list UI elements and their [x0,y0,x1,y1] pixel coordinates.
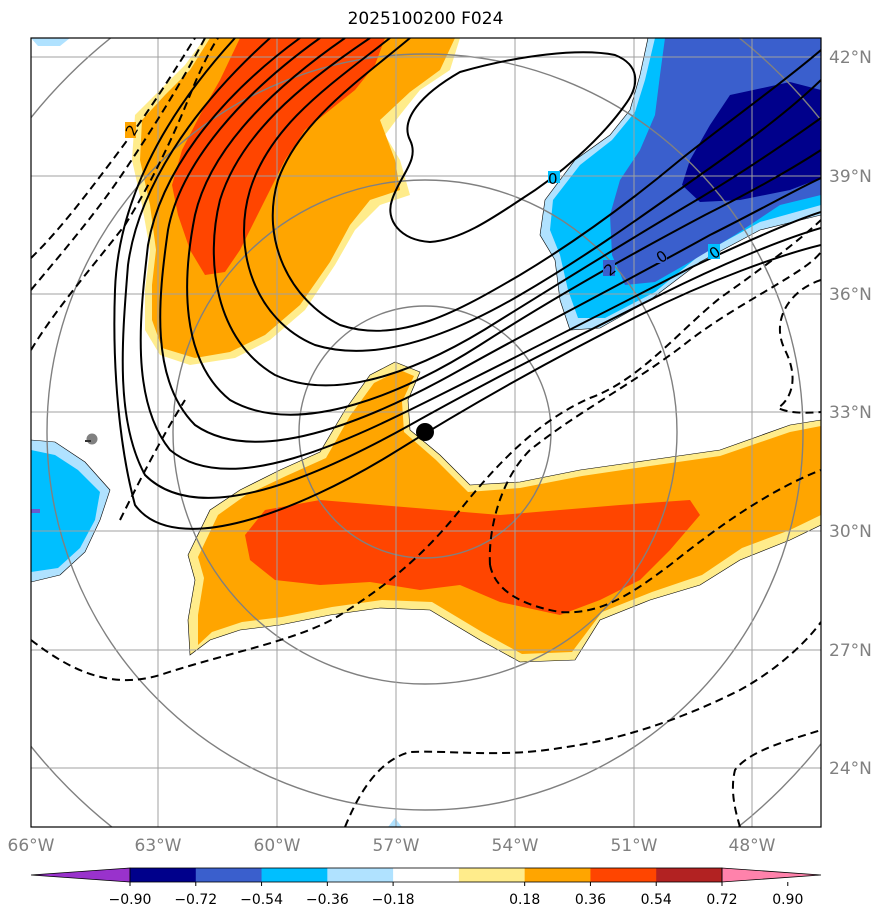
range-ring-2 [172,179,678,685]
colorbar-tick-label: −0.90 [109,892,152,908]
colorbar-tick-label: 0.90 [772,892,803,908]
lat-label: 36°N [829,285,872,305]
shade-red-nw [172,38,385,275]
map-frame [30,37,822,828]
shade-purple-speck [31,509,40,513]
shade-orange-s [198,370,821,654]
colorbar-box [524,868,591,882]
lon-label: 51°W [611,836,658,856]
positive-shading [132,38,821,827]
gray-tick-marker [85,440,91,442]
colorbar-box [327,868,394,882]
colorbar-tick-label: −0.54 [240,892,283,908]
colorbar-box [261,868,328,882]
colorbar-tick-label: 0.36 [575,892,606,908]
graticule [31,38,821,827]
range-ring-1 [298,305,552,559]
colorbar-box [130,868,197,882]
lat-label: 33°N [829,403,872,423]
colorbar-extend-max [721,867,822,883]
shade-red-s [245,500,700,615]
colorbar: −0.90 −0.72 −0.54 −0.36 −0.18 0.18 0.36 0.54 0.7… [30,867,822,908]
colorbar-box [458,868,526,882]
contour-label: 0 [548,170,558,188]
colorbar-tick-label: −0.36 [306,892,349,908]
shade-blue-w [31,450,100,572]
lat-label: 39°N [829,167,872,187]
lon-label: 63°W [135,836,182,856]
shade-light-blue-speck-s [388,818,402,827]
colorbar-tick-label: 0.18 [509,892,540,908]
map-title: 2025100200 F024 [347,9,504,29]
lon-label: 48°W [729,836,776,856]
colorbar-box [656,868,723,882]
colorbar-box [590,868,657,882]
colorbar-tick-label: 0.72 [706,892,737,908]
lon-label: 57°W [373,836,420,856]
colorbar-box [393,868,460,882]
lon-label: 54°W [492,836,539,856]
lon-label: 66°W [8,836,55,856]
lat-label: 30°N [829,522,872,542]
lat-label: 42°N [829,48,872,68]
colorbar-frame [129,867,723,883]
lat-label: 24°N [829,759,872,779]
colorbar-tick-label: −0.18 [372,892,415,908]
latitude-labels: 42°N 39°N 36°N 33°N 30°N 27°N 24°N [829,48,872,779]
colorbar-extend-min [30,867,131,883]
colorbar-box [195,868,263,882]
range-ring-3 [46,53,804,811]
colorbar-tick-label: 0.54 [641,892,672,908]
gray-point-marker [86,433,98,445]
colorbar-tick-label: −0.72 [174,892,217,908]
shade-light-blue-nw [31,38,70,46]
longitude-labels: 66°W 63°W 60°W 57°W 54°W 51°W 48°W [8,836,776,856]
lat-label: 27°N [829,641,872,661]
lon-label: 60°W [254,836,301,856]
center-marker [416,423,434,441]
closed-high-contour [389,51,637,244]
dashed-contours [31,38,821,827]
solid-contours [113,38,821,530]
